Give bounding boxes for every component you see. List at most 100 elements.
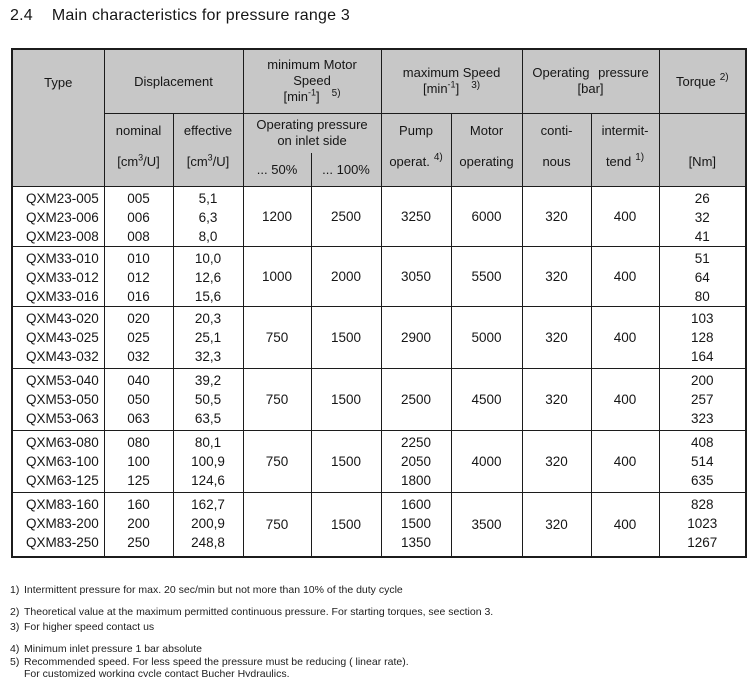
- header-unit: [cm3/U]: [117, 152, 160, 169]
- value-line: QXM63-125: [26, 472, 99, 488]
- nominal-cell: 005 006 008: [103, 185, 174, 247]
- value-line: 032: [127, 348, 150, 364]
- nominal-cell: 040 050 063: [103, 367, 174, 431]
- value-line: 250: [127, 534, 150, 550]
- value-line: 1000: [261, 268, 293, 284]
- footnote-marker: 1): [10, 584, 20, 596]
- value-line: 1200: [261, 208, 293, 224]
- value-line: 1500: [401, 515, 432, 531]
- header-line: operating: [459, 153, 514, 169]
- continuous-pressure-cell: 320: [521, 185, 592, 247]
- col-header-100pct: ... 100%: [310, 153, 382, 187]
- type-cell: QXM43-020 QXM43-025 QXM43-032: [11, 305, 105, 369]
- value-line: QXM63-100: [26, 453, 99, 469]
- min-speed-100-cell: 1500: [310, 429, 382, 493]
- value-line: 320: [545, 268, 568, 284]
- value-line: 320: [545, 208, 568, 224]
- torque-cell: 200 257 323: [658, 367, 747, 431]
- continuous-pressure-cell: 320: [521, 429, 592, 493]
- value-line: 162,7: [191, 496, 225, 512]
- header-line: nous: [542, 153, 571, 169]
- value-line: QXM33-016: [26, 288, 99, 304]
- value-line: 750: [265, 391, 289, 407]
- value-line: 6,3: [198, 209, 218, 225]
- header-line: Operating pressure: [256, 117, 368, 133]
- value-line: 200: [127, 515, 150, 531]
- min-speed-100-cell: 2000: [310, 245, 382, 307]
- effective-cell: 39,2 50,5 63,5: [172, 367, 244, 431]
- table-row: QXM63-080 QXM63-100 QXM63-125 080 100 125 80,1…: [11, 429, 747, 493]
- col-header-motor: Motor operating: [450, 112, 523, 187]
- value-line: 323: [691, 410, 714, 426]
- continuous-pressure-cell: 320: [521, 491, 592, 558]
- min-speed-50-cell: 750: [242, 429, 312, 493]
- pump-operating-cell: 3050: [380, 245, 452, 307]
- col-header-torque: Torque 2): [658, 48, 747, 114]
- col-header-effective: effective [cm3/U]: [172, 112, 244, 187]
- min-speed-100-cell: 1500: [310, 305, 382, 369]
- value-line: QXM53-050: [26, 391, 99, 407]
- pump-operating-cell: 2900: [380, 305, 452, 369]
- value-line: QXM63-080: [26, 434, 99, 450]
- effective-cell: 5,1 6,3 8,0: [172, 185, 244, 247]
- footnote-marker: 3): [10, 621, 20, 633]
- value-line: QXM23-006: [26, 209, 99, 225]
- col-header-pump: Pump operat. 4): [380, 112, 452, 187]
- header-unit: [cm3/U]: [186, 152, 230, 169]
- nominal-cell: 080 100 125: [103, 429, 174, 493]
- torque-cell: 51 64 80: [658, 245, 747, 307]
- value-line: 010: [127, 250, 150, 266]
- header-line: operat. 4): [389, 152, 443, 169]
- torque-cell: 26 32 41: [658, 185, 747, 247]
- header-unit: [min-1] 3): [422, 79, 481, 97]
- header-unit: [min-1] 5): [283, 87, 341, 105]
- table-body: QXM23-005 QXM23-006 QXM23-008 005 006 008 5,1 6…: [11, 185, 747, 558]
- value-line: 2500: [401, 391, 432, 407]
- col-header-nominal: nominal [cm3/U]: [103, 112, 174, 187]
- value-line: 400: [613, 208, 637, 224]
- value-line: QXM53-063: [26, 410, 99, 426]
- value-line: 200: [691, 372, 714, 388]
- min-speed-100-cell: 1500: [310, 491, 382, 558]
- value-line: 635: [691, 472, 714, 488]
- continuous-pressure-cell: 320: [521, 367, 592, 431]
- table-row: QXM33-010 QXM33-012 QXM33-016 010 012 016 10,0…: [11, 245, 747, 307]
- value-line: 005: [127, 190, 150, 206]
- header-line: nominal: [115, 122, 162, 138]
- header-row-1: Type Displacement minimum Motor Speed [m…: [11, 48, 747, 187]
- torque-cell: 103 128 164: [658, 305, 747, 369]
- value-line: 63,5: [194, 410, 222, 426]
- value-line: 5000: [471, 329, 502, 345]
- value-line: 2250: [401, 434, 432, 450]
- value-line: 514: [691, 453, 714, 469]
- value-line: 128: [691, 329, 714, 345]
- value-line: 2500: [331, 208, 362, 224]
- table-row: QXM53-040 QXM53-050 QXM53-063 040 050 063 39,2…: [11, 367, 747, 431]
- value-line: 15,6: [194, 288, 222, 304]
- table-row: QXM23-005 QXM23-006 QXM23-008 005 006 008 5,1 6…: [11, 185, 747, 247]
- value-line: QXM83-160: [26, 496, 99, 512]
- footnote-marker: 5): [331, 87, 341, 99]
- footnote: 3) For higher speed contact us: [10, 621, 154, 633]
- min-speed-50-cell: 750: [242, 491, 312, 558]
- value-line: 26: [694, 190, 710, 206]
- value-line: 25,1: [194, 329, 222, 345]
- header-line: conti-: [540, 122, 573, 138]
- header-unit: [Nm]: [688, 153, 717, 169]
- value-line: 750: [265, 329, 289, 345]
- value-line: QXM83-250: [26, 534, 99, 550]
- footnote-marker: 2): [10, 606, 20, 618]
- value-line: 2900: [401, 329, 432, 345]
- effective-cell: 20,3 25,1 32,3: [172, 305, 244, 369]
- value-line: 6000: [471, 208, 502, 224]
- col-header-50pct: ... 50%: [242, 153, 312, 187]
- value-line: 1500: [331, 329, 362, 345]
- footnote-text: Intermittent pressure for max. 20 sec/mi…: [24, 584, 403, 596]
- value-line: 10,0: [194, 250, 222, 266]
- value-line: 320: [545, 329, 568, 345]
- value-line: 400: [613, 268, 637, 284]
- footnote-marker: 4): [10, 643, 20, 655]
- continuous-pressure-cell: 320: [521, 245, 592, 307]
- col-header-continuous: conti- nous: [521, 112, 592, 187]
- value-line: 39,2: [194, 372, 222, 388]
